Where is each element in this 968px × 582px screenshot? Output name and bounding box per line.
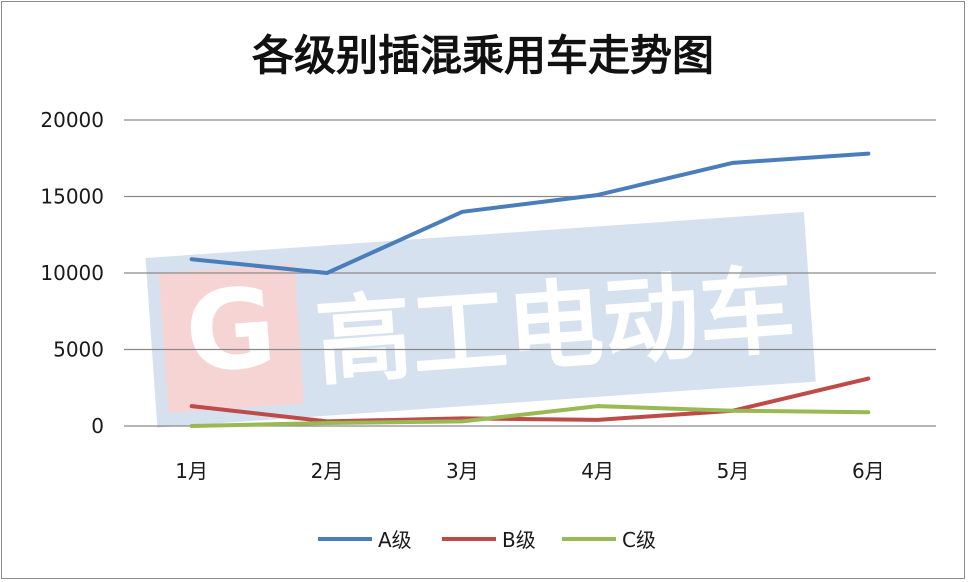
series-group: [189, 151, 871, 428]
legend-label: A级: [378, 528, 412, 552]
series-line-1: [189, 151, 871, 275]
x-tick-label: 4月: [581, 459, 614, 483]
x-tick-label: 6月: [852, 459, 885, 483]
watermark-banner: [145, 212, 816, 428]
x-tick-label: 1月: [175, 459, 208, 483]
watermark-logo-letter: G: [181, 263, 280, 397]
x-axis: 1月 2月 3月 4月 5月 6月: [175, 459, 884, 483]
x-tick-label: 2月: [311, 459, 344, 483]
y-axis: 0 5000 10000 15000 20000: [40, 108, 104, 438]
x-tick-label: 5月: [717, 459, 750, 483]
legend-label: B级: [502, 528, 536, 552]
watermark: G 高工电动车: [145, 212, 816, 428]
y-tick-label: 15000: [40, 185, 104, 209]
x-tick-label: 3月: [446, 459, 479, 483]
y-tick-label: 20000: [40, 108, 104, 132]
y-tick-label: 0: [91, 414, 104, 438]
series-line-3: [189, 404, 871, 428]
watermark-logo-box: [158, 263, 305, 413]
y-tick-label: 5000: [53, 338, 104, 362]
series-line-2: [189, 376, 871, 424]
legend-label: C级: [622, 528, 656, 552]
chart-title: 各级别插混乘用车走势图: [252, 31, 714, 80]
legend: A级 B级 C级: [318, 528, 656, 552]
y-tick-label: 10000: [40, 261, 104, 285]
